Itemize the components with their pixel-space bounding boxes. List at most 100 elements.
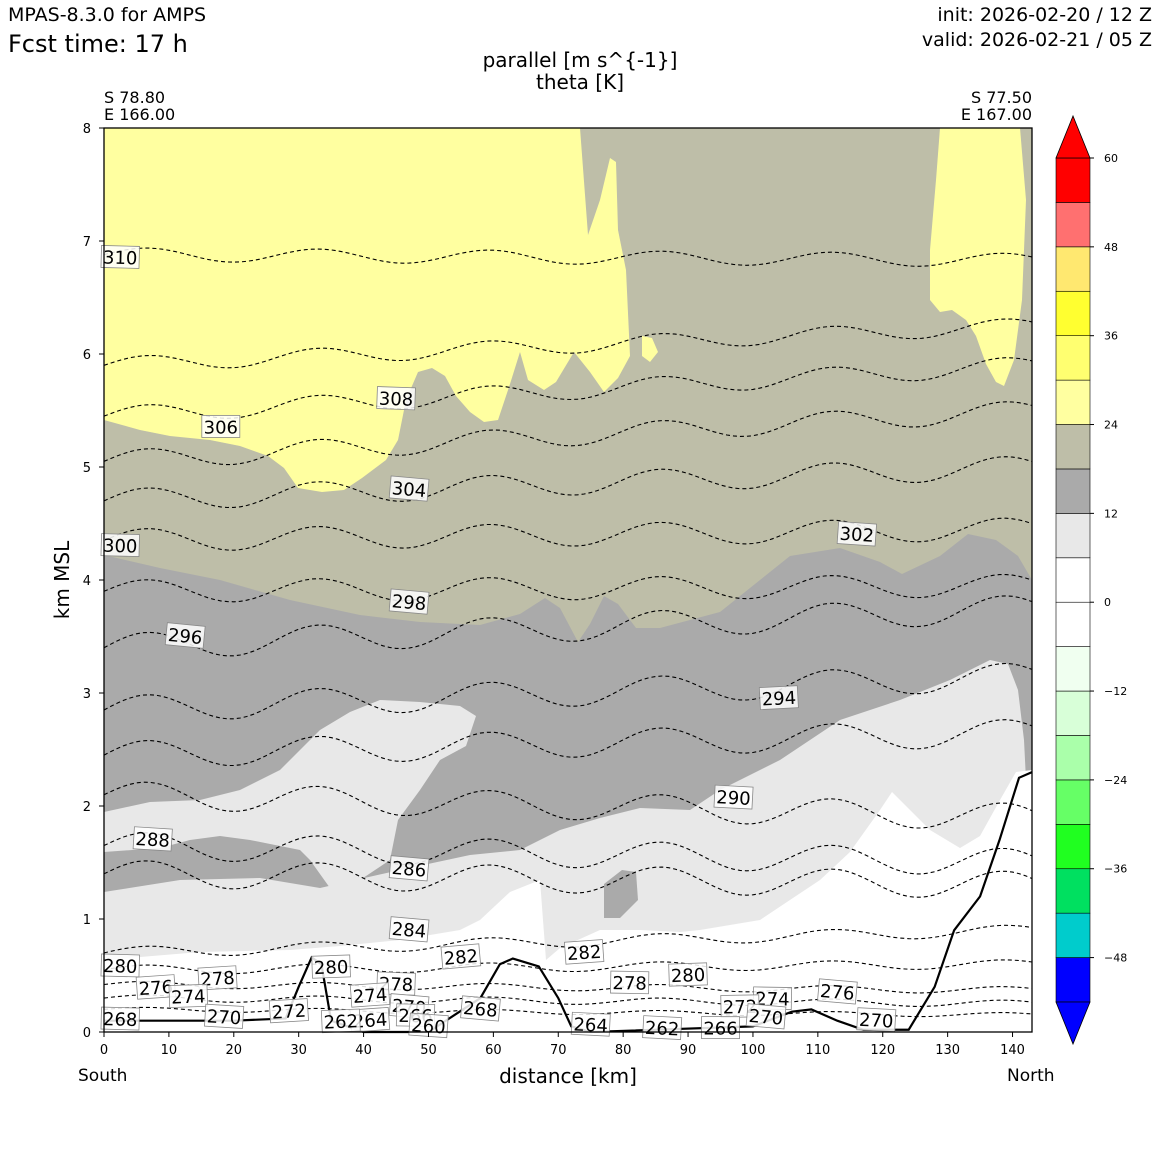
colorbar-swatch <box>1055 868 1091 914</box>
colorbar-swatch <box>1055 957 1091 1003</box>
theta-label-box <box>388 916 430 943</box>
y-tick-label: 0 <box>83 1026 91 1041</box>
theta-label-306: 306 <box>201 415 241 438</box>
theta-label-box <box>758 685 799 711</box>
init-time: init: 2026-02-20 / 12 Z <box>937 4 1152 26</box>
colorbar-tick-label: 0 <box>1104 596 1111 609</box>
theta-label-text: 280 <box>671 965 706 987</box>
theta-contour-labels: 3103083063043023002982962942922902882862… <box>100 245 897 1041</box>
theta-label-text: 296 <box>167 625 203 649</box>
y-tick-label: 2 <box>83 800 91 815</box>
x-tick-label: 130 <box>935 1043 960 1058</box>
left-point-lon: E 166.00 <box>104 105 176 124</box>
x-axis-ticks: 0 10 20 30 40 50 60 70 80 90 100 110 120 130 140 <box>100 1032 1025 1058</box>
x-tick-label: 120 <box>870 1043 895 1058</box>
theta-contour-line <box>104 456 1032 509</box>
colorbar-swatch <box>1055 824 1091 870</box>
terrain-line <box>104 771 1033 1034</box>
x-tick-label: 10 <box>161 1043 178 1058</box>
x-tick-label: 50 <box>420 1043 437 1058</box>
theta-label-278: 278 <box>610 970 650 995</box>
theta-label-282: 282 <box>564 939 605 965</box>
y-tick-label: 6 <box>83 348 91 363</box>
theta-label-box <box>440 943 482 970</box>
theta-label-310: 310 <box>100 245 140 269</box>
theta-label-text: 286 <box>391 858 427 882</box>
theta-contour-line <box>104 318 1032 369</box>
theta-contour-line <box>104 994 1032 1007</box>
colorbar-swatch <box>1055 157 1091 203</box>
colorbar-swatch <box>1055 202 1091 248</box>
fill-lightgrey-region <box>104 700 476 888</box>
terrain-fill <box>104 772 1032 1032</box>
theta-label-264: 264 <box>570 1011 611 1037</box>
colorbar-min-arrow <box>1055 1001 1091 1046</box>
theta-label-280: 280 <box>668 962 708 987</box>
theta-label-text: 260 <box>411 1015 447 1038</box>
theta-label-280: 280 <box>311 954 351 979</box>
theta-label-278: 278 <box>197 965 238 991</box>
theta-label-284: 284 <box>388 916 430 943</box>
theta-label-274: 274 <box>168 983 209 1009</box>
colorbar-swatch <box>1055 424 1091 470</box>
theta-label-box <box>460 995 501 1022</box>
theta-label-296: 296 <box>164 622 206 649</box>
theta-label-box <box>204 1003 245 1029</box>
theta-label-box <box>701 1016 740 1040</box>
y-axis-ticks: 0 1 2 3 4 5 6 7 8 <box>83 122 104 1041</box>
theta-label-text: 282 <box>566 942 602 965</box>
theta-label-box <box>668 962 708 987</box>
theta-label-294: 294 <box>758 685 799 711</box>
shaded-wind-field <box>104 128 1032 1032</box>
theta-label-text: 278 <box>200 968 236 991</box>
left-point-lat: S 78.80 <box>104 88 166 107</box>
theta-label-text: 268 <box>103 1009 138 1031</box>
theta-label-text: 264 <box>352 1010 388 1033</box>
theta-label-290: 290 <box>713 784 754 810</box>
theta-label-text: 270 <box>206 1006 242 1029</box>
colorbar-tick-label: 12 <box>1104 507 1118 520</box>
theta-label-box <box>132 826 173 852</box>
theta-label-box <box>100 953 140 978</box>
theta-contour-line <box>104 980 1032 994</box>
theta-label-box <box>610 970 650 995</box>
theta-label-304: 304 <box>388 475 430 502</box>
theta-label-text: 268 <box>462 998 498 1022</box>
theta-label-box <box>349 982 391 1008</box>
theta-label-300: 300 <box>100 533 140 558</box>
theta-label-box <box>388 588 430 615</box>
theta-label-box <box>817 978 858 1005</box>
theta-label-text: 284 <box>391 919 427 943</box>
theta-contour-line <box>104 401 1032 466</box>
theta-label-box <box>311 954 351 979</box>
theta-label-box <box>164 622 206 649</box>
colorbar-swatch <box>1055 735 1091 781</box>
theta-label-text: 262 <box>323 1011 358 1033</box>
theta-label-282: 282 <box>440 943 482 970</box>
theta-label-box <box>168 983 209 1009</box>
theta-label-text: 288 <box>135 829 171 852</box>
x-tick-label: 30 <box>290 1043 307 1058</box>
right-point-lon: E 167.00 <box>960 105 1032 124</box>
forecast-time: Fcst time: 17 h <box>8 30 188 58</box>
theta-contour-line <box>104 719 1032 767</box>
fill-yellow-streak <box>508 210 514 285</box>
colorbar-tick-label: −36 <box>1104 863 1127 876</box>
theta-label-308: 308 <box>376 386 416 411</box>
theta-label-text: 298 <box>391 591 427 615</box>
theta-label-276: 276 <box>135 974 176 1000</box>
x-tick-label: 70 <box>550 1043 567 1058</box>
theta-label-text: 280 <box>314 957 349 979</box>
theta-label-box <box>642 1015 683 1041</box>
colorbar-swatch <box>1055 468 1091 514</box>
theta-label-box <box>388 475 430 502</box>
theta-label-box <box>100 533 140 558</box>
colorbar-max-arrow <box>1055 114 1091 159</box>
chart-title-line2: theta [K] <box>536 70 624 94</box>
theta-contour-line <box>104 247 1032 267</box>
theta-label-box <box>570 1011 611 1037</box>
theta-label-text: 304 <box>391 478 427 502</box>
model-title: MPAS-8.3.0 for AMPS <box>8 4 207 26</box>
theta-label-268: 268 <box>460 995 501 1022</box>
y-tick-label: 8 <box>83 122 91 137</box>
